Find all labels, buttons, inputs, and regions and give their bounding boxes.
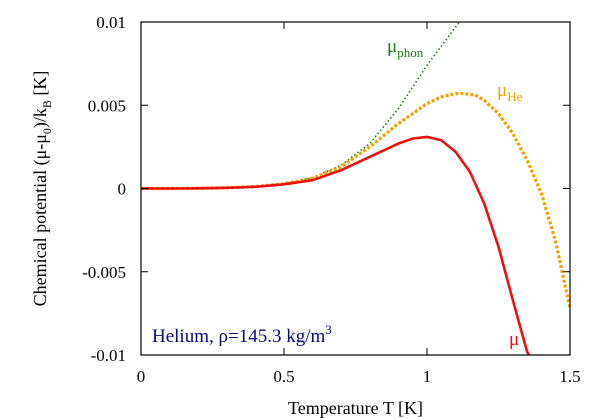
series-line-2 <box>141 135 531 355</box>
x-tick-label: 0 <box>137 367 146 386</box>
x-axis-label: Temperature T [K] <box>288 398 423 418</box>
annotation-helium: Helium, ρ=145.3 kg/m3 <box>152 322 332 347</box>
x-tick-label: 1.5 <box>559 367 580 386</box>
series-label-phon: μphon <box>387 36 424 60</box>
series-label-he: μHe <box>497 80 523 104</box>
y-tick-label: 0 <box>118 180 127 199</box>
series-layer <box>141 22 570 355</box>
y-tick-label: -0.005 <box>82 263 126 282</box>
y-tick-label: 0.005 <box>88 96 126 115</box>
x-tick-label: 1 <box>423 367 432 386</box>
x-tick-label: 0.5 <box>273 367 294 386</box>
ticks-layer: 0 0.5 1 1.5 0.01 0.005 0 -0.005 -0.01 <box>82 13 581 386</box>
y-tick-label: -0.01 <box>91 346 126 365</box>
series-label-mu: μ <box>509 329 519 350</box>
y-tick-label: 0.01 <box>96 13 126 32</box>
y-axis-label: Chemical potential (μ-μ0)/kB [K] <box>30 71 54 307</box>
